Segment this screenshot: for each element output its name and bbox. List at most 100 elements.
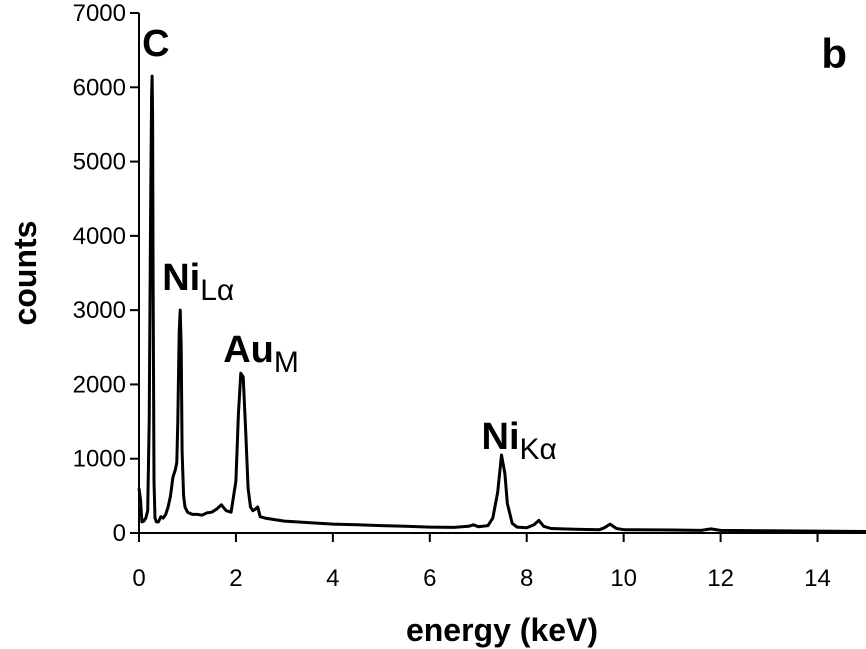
data-point <box>538 519 540 522</box>
spectrum-line <box>137 74 866 533</box>
data-point <box>506 502 509 505</box>
data-point <box>178 331 180 334</box>
x-tick-label: 12 <box>707 565 734 592</box>
data-point <box>206 512 208 514</box>
data-point <box>492 517 494 519</box>
data-point <box>247 487 249 490</box>
data-point <box>533 524 535 526</box>
data-point <box>151 116 154 118</box>
data-point <box>244 428 247 430</box>
data-point <box>622 528 625 531</box>
data-point <box>242 376 244 378</box>
data-point <box>700 529 702 532</box>
data-point <box>550 527 552 530</box>
data-point <box>504 472 506 475</box>
data-point <box>768 530 770 532</box>
data-point <box>230 511 232 513</box>
data-point <box>235 480 237 482</box>
peak-label: NiLα <box>162 257 234 307</box>
data-point <box>152 279 154 282</box>
data-point <box>273 518 276 521</box>
data-point <box>487 524 489 527</box>
data-point <box>177 420 179 423</box>
data-point <box>176 461 178 464</box>
data-point <box>511 522 513 525</box>
data-point <box>254 508 257 511</box>
data-point <box>164 513 167 516</box>
x-tick-label: 2 <box>229 565 242 592</box>
data-point <box>356 524 358 526</box>
data-point <box>174 469 177 471</box>
data-point <box>139 498 142 501</box>
data-point <box>264 517 266 519</box>
data-point <box>542 525 545 528</box>
data-point <box>472 524 475 526</box>
data-point <box>380 524 383 527</box>
y-tick-label: 7000 <box>73 0 126 27</box>
y-axis-title: counts <box>7 221 43 326</box>
data-point <box>816 530 819 532</box>
data-point <box>180 346 182 349</box>
y-tick-label: 3000 <box>73 297 126 324</box>
peak-label: C <box>142 23 169 65</box>
data-point <box>574 528 576 531</box>
data-point <box>453 526 455 529</box>
data-point <box>467 525 470 528</box>
data-point <box>196 513 198 516</box>
data-point <box>191 513 194 516</box>
peak-label: NiKα <box>482 416 557 466</box>
data-point <box>256 506 259 508</box>
data-point <box>598 528 601 531</box>
data-point <box>169 495 172 497</box>
plot-area <box>130 13 866 542</box>
data-point <box>332 523 334 525</box>
data-point <box>145 517 147 519</box>
data-point <box>283 520 286 522</box>
data-point <box>148 420 150 423</box>
x-tick-label: 14 <box>804 565 831 592</box>
data-point <box>160 515 162 518</box>
data-point <box>138 487 140 490</box>
data-point <box>155 521 158 523</box>
data-point <box>249 506 252 508</box>
data-point <box>141 521 143 523</box>
series-layer <box>137 74 866 533</box>
data-point <box>182 495 185 497</box>
x-tick-label: 8 <box>520 565 533 592</box>
data-point <box>215 508 218 511</box>
data-point <box>237 413 240 415</box>
data-point <box>220 504 223 506</box>
data-point <box>143 520 145 522</box>
data-point <box>609 523 611 525</box>
data-point <box>615 527 618 530</box>
data-point <box>477 525 480 528</box>
panel-label: b <box>821 30 847 77</box>
data-point <box>240 372 242 375</box>
data-point <box>184 506 186 508</box>
x-axis-title: energy (keV) <box>406 612 598 648</box>
data-point <box>525 527 528 529</box>
data-point <box>225 509 227 512</box>
x-tick-label: 0 <box>132 565 145 592</box>
data-point <box>167 506 169 508</box>
y-tick-label: 0 <box>113 520 126 547</box>
y-axis: 0 1000 2000 3000 4000 5000 6000 7000 <box>73 0 139 547</box>
y-tick-label: 6000 <box>73 74 126 101</box>
data-point <box>259 515 262 518</box>
data-point <box>516 526 518 528</box>
data-point <box>181 450 183 453</box>
data-point <box>179 309 181 311</box>
data-point <box>157 521 160 523</box>
data-point <box>146 509 149 512</box>
data-point <box>429 526 431 528</box>
data-point <box>151 75 153 77</box>
data-point <box>186 511 189 513</box>
data-point <box>201 514 203 516</box>
x-tick-label: 6 <box>423 565 436 592</box>
data-point <box>172 476 174 479</box>
y-tick-label: 2000 <box>73 371 126 398</box>
data-point <box>154 517 156 519</box>
x-axis: 0 2 4 6 8 10 12 14 <box>132 533 831 592</box>
data-point <box>252 509 254 512</box>
data-point <box>500 454 503 456</box>
